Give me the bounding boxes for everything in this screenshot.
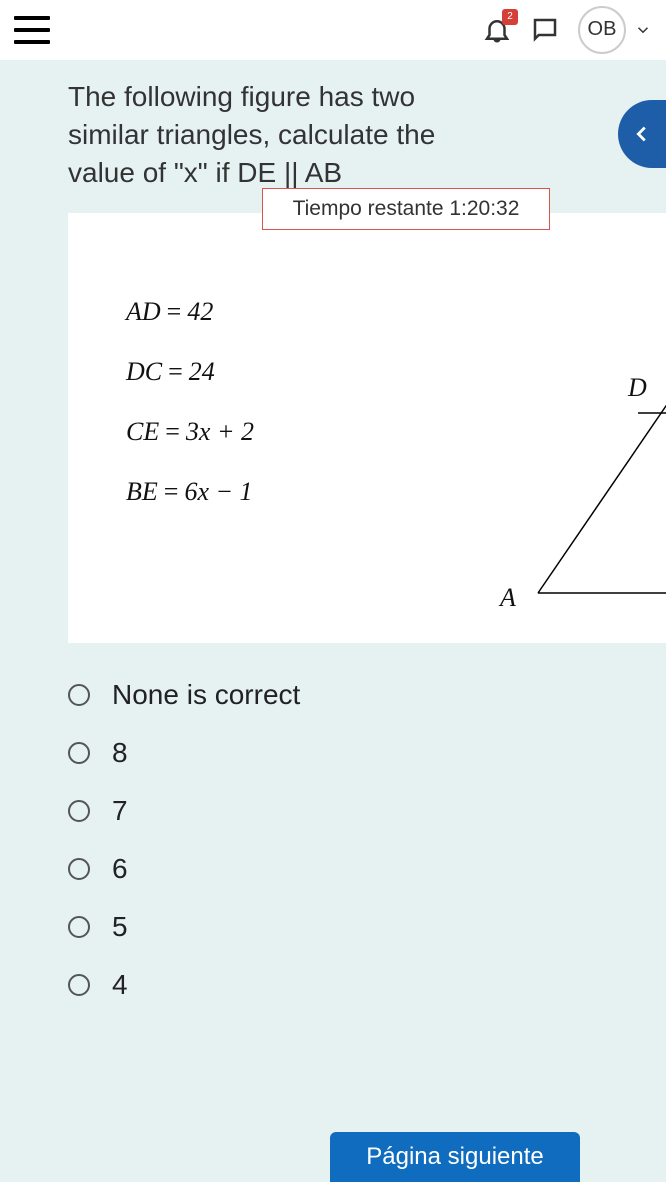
radio-icon	[68, 974, 90, 996]
option-label: 5	[112, 911, 128, 943]
next-page-button[interactable]: Página siguiente	[330, 1132, 580, 1182]
radio-icon	[68, 858, 90, 880]
answer-options: None is correct 8 7 6 5 4	[68, 679, 666, 1001]
page-body: The following figure has two similar tri…	[0, 60, 666, 1182]
chevron-left-icon	[631, 123, 653, 145]
option-label: None is correct	[112, 679, 300, 711]
menu-icon[interactable]	[14, 16, 50, 44]
chat-icon	[530, 15, 560, 45]
option-label: 8	[112, 737, 128, 769]
equation: DC=24	[126, 357, 254, 387]
radio-icon	[68, 742, 90, 764]
figure-area: AD=42 DC=24 CE=3x + 2 BE=6x − 1 A D	[68, 213, 666, 643]
equation: BE=6x − 1	[126, 477, 254, 507]
answer-option[interactable]: 7	[68, 795, 606, 827]
next-page-label: Página siguiente	[366, 1143, 543, 1171]
option-label: 6	[112, 853, 128, 885]
option-label: 7	[112, 795, 128, 827]
answer-option[interactable]: None is correct	[68, 679, 606, 711]
answer-option[interactable]: 5	[68, 911, 606, 943]
option-label: 4	[112, 969, 128, 1001]
radio-icon	[68, 800, 90, 822]
equations-list: AD=42 DC=24 CE=3x + 2 BE=6x − 1	[126, 297, 254, 537]
timer-box: Tiempo restante 1:20:32	[262, 188, 550, 230]
radio-icon	[68, 916, 90, 938]
prompt-line: value of "x" if DE || AB	[68, 154, 640, 192]
prompt-line: similar triangles, calculate the	[68, 116, 640, 154]
answer-option[interactable]: 4	[68, 969, 606, 1001]
equation: AD=42	[126, 297, 254, 327]
prompt-line: The following figure has two	[68, 78, 640, 116]
top-bar: 2 OB	[0, 0, 666, 60]
notification-badge: 2	[502, 9, 518, 25]
answer-option[interactable]: 6	[68, 853, 606, 885]
answer-option[interactable]: 8	[68, 737, 606, 769]
user-avatar[interactable]: OB	[578, 6, 626, 54]
user-initials: OB	[588, 18, 617, 41]
equation: CE=3x + 2	[126, 417, 254, 447]
timer-label: Tiempo restante 1:20:32	[293, 197, 520, 221]
messages-button[interactable]	[530, 15, 560, 45]
vertex-label-d: D	[628, 373, 647, 403]
radio-icon	[68, 684, 90, 706]
chevron-down-icon[interactable]	[634, 21, 652, 39]
question-prompt: The following figure has two similar tri…	[0, 78, 666, 191]
notifications-button[interactable]: 2	[482, 15, 512, 45]
vertex-label-a: A	[500, 583, 516, 613]
